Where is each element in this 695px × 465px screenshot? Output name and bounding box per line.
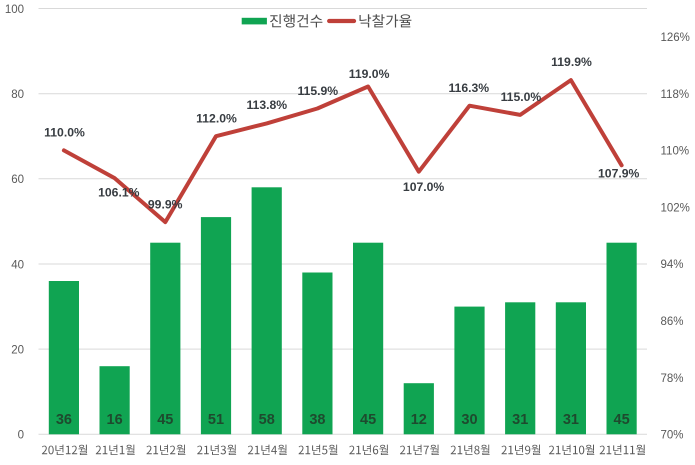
svg-text:51: 51	[208, 412, 224, 428]
svg-text:58: 58	[259, 412, 275, 428]
svg-text:86%: 86%	[661, 316, 684, 328]
svg-text:107.0%: 107.0%	[403, 180, 444, 194]
svg-text:110.0%: 110.0%	[44, 125, 85, 139]
svg-text:30: 30	[461, 412, 477, 428]
svg-text:20: 20	[11, 344, 24, 356]
svg-text:99.9%: 99.9%	[148, 198, 183, 212]
svg-text:12: 12	[411, 412, 427, 428]
svg-text:36: 36	[56, 412, 72, 428]
svg-text:113.8%: 113.8%	[246, 98, 287, 112]
svg-text:119.0%: 119.0%	[349, 67, 390, 81]
svg-text:102%: 102%	[661, 203, 690, 215]
svg-text:119.9%: 119.9%	[551, 55, 592, 69]
svg-text:110%: 110%	[661, 146, 690, 158]
svg-text:118%: 118%	[661, 89, 690, 101]
svg-text:100: 100	[5, 4, 24, 16]
svg-text:78%: 78%	[661, 373, 684, 385]
svg-text:45: 45	[614, 412, 630, 428]
svg-text:115.0%: 115.0%	[501, 90, 542, 104]
svg-text:115.9%: 115.9%	[297, 84, 338, 98]
svg-text:45: 45	[157, 412, 173, 428]
svg-text:107.9%: 107.9%	[598, 167, 639, 181]
svg-text:0: 0	[18, 430, 24, 442]
svg-text:112.0%: 112.0%	[196, 112, 237, 126]
svg-text:116.3%: 116.3%	[448, 81, 489, 95]
svg-text:40: 40	[11, 259, 24, 271]
svg-text:38: 38	[309, 412, 325, 428]
svg-text:94%: 94%	[661, 259, 684, 271]
svg-text:45: 45	[360, 412, 376, 428]
svg-text:106.1%: 106.1%	[98, 186, 139, 200]
svg-text:31: 31	[512, 412, 528, 428]
svg-text:31: 31	[563, 412, 579, 428]
svg-text:70%: 70%	[661, 430, 684, 442]
svg-text:16: 16	[107, 412, 123, 428]
svg-text:80: 80	[11, 89, 24, 101]
svg-text:126%: 126%	[661, 32, 690, 44]
svg-text:60: 60	[11, 174, 24, 186]
